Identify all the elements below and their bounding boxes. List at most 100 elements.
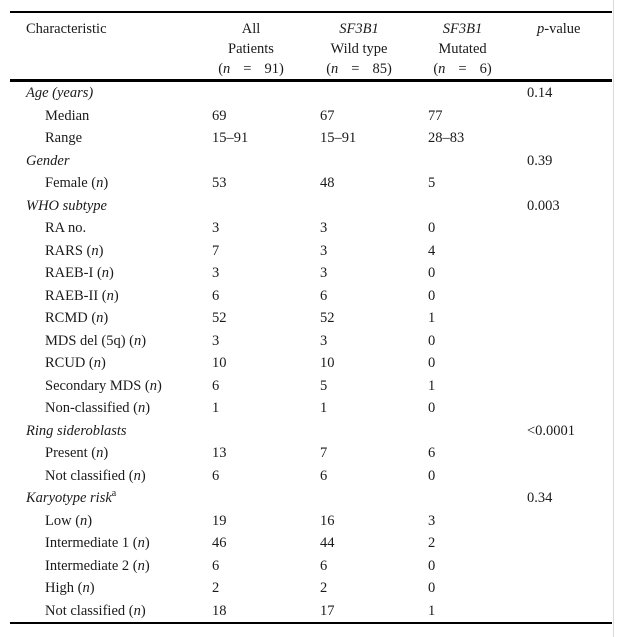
row-label: Intermediate 2 (n)	[45, 557, 150, 574]
value-wildtype: 1	[320, 400, 328, 417]
table-row: Intermediate 1 (n) 46 44 2	[10, 532, 612, 555]
value-wildtype: 3	[320, 220, 328, 237]
row-label: RCUD (n)	[45, 355, 106, 372]
value-mutated: 1	[428, 602, 436, 619]
p-value	[527, 532, 612, 555]
p-value: 0.34	[527, 490, 553, 507]
value-all: 6	[212, 377, 220, 394]
characteristic-header-label: Characteristic	[26, 21, 107, 37]
value-all: 46	[212, 535, 227, 552]
value-mutated: 0	[428, 355, 436, 372]
p-value	[527, 330, 612, 353]
value-mutated: 0	[428, 220, 436, 237]
all-patients-line2: Patients	[228, 41, 274, 57]
p-value	[527, 465, 612, 488]
row-label: Non-classified (n)	[45, 400, 151, 417]
column-header-sf3b1-mutated: SF3B1 Mutated (n = 6)	[428, 12, 527, 82]
column-header-all-patients: All Patients (n = 91)	[212, 12, 320, 82]
p-value: <0.0001	[527, 422, 576, 439]
row-label: Present (n)	[45, 445, 109, 462]
value-all: 10	[212, 355, 227, 372]
p-value: 0.14	[527, 85, 553, 102]
mutated-n-count: (n = 6)	[433, 61, 492, 77]
row-label: RAEB-I (n)	[45, 265, 114, 282]
value-all: 3	[212, 332, 220, 349]
table-row: Female (n) 53 48 5	[10, 172, 612, 195]
value-all	[212, 81, 320, 105]
value-wildtype: 6	[320, 557, 328, 574]
row-label: High (n)	[45, 580, 95, 597]
category-row-age: Age (years) 0.14	[10, 81, 612, 105]
p-value	[527, 397, 612, 420]
value-mutated: 1	[428, 310, 436, 327]
value-wildtype	[320, 150, 428, 173]
value-wildtype	[320, 195, 428, 218]
value-all	[212, 420, 320, 443]
table-row: RAEB-I (n) 3 3 0	[10, 262, 612, 285]
value-wildtype: 6	[320, 287, 328, 304]
p-value	[527, 285, 612, 308]
value-mutated: 0	[428, 265, 436, 282]
value-all: 6	[212, 287, 220, 304]
table-header: Characteristic All Patients (n = 91) SF3B1…	[10, 12, 612, 82]
category-row-gender: Gender 0.39	[10, 150, 612, 173]
row-label: Range	[45, 130, 83, 147]
value-wildtype: 3	[320, 332, 328, 349]
table-row: Median 69 67 77	[10, 105, 612, 128]
value-mutated: 28–83	[428, 130, 465, 147]
wildtype-line1: SF3B1	[339, 21, 379, 37]
value-wildtype: 52	[320, 310, 335, 327]
all-patients-line1: All	[241, 21, 261, 37]
category-row-ring-sideroblasts: Ring sideroblasts <0.0001	[10, 420, 612, 443]
value-all: 7	[212, 242, 220, 259]
value-wildtype	[320, 487, 428, 510]
value-wildtype: 10	[320, 355, 335, 372]
p-value	[527, 510, 612, 533]
value-wildtype	[320, 81, 428, 105]
value-wildtype: 7	[320, 445, 328, 462]
p-value	[527, 375, 612, 398]
value-all: 3	[212, 265, 220, 282]
p-value	[527, 555, 612, 578]
value-mutated: 0	[428, 467, 436, 484]
row-label: Age (years)	[26, 85, 94, 102]
row-label: RA no.	[45, 220, 87, 237]
row-label: Gender	[26, 152, 70, 169]
value-all: 2	[212, 580, 220, 597]
value-all: 6	[212, 557, 220, 574]
patient-characteristics-table: Characteristic All Patients (n = 91) SF3B1…	[10, 11, 612, 624]
value-wildtype: 16	[320, 512, 335, 529]
value-mutated: 0	[428, 400, 436, 417]
table-row: RAEB-II (n) 6 6 0	[10, 285, 612, 308]
table-row: RARS (n) 7 3 4	[10, 240, 612, 263]
row-label: RARS (n)	[45, 242, 104, 259]
table-row: MDS del (5q) (n) 3 3 0	[10, 330, 612, 353]
value-wildtype: 15–91	[320, 130, 357, 147]
table-row: Not classified (n) 18 17 1	[10, 600, 612, 624]
value-mutated: 2	[428, 535, 436, 552]
value-mutated: 3	[428, 512, 436, 529]
all-patients-n-count: (n = 91)	[218, 61, 284, 77]
mutated-line2: Mutated	[438, 41, 487, 57]
p-value	[527, 262, 612, 285]
column-header-sf3b1-wildtype: SF3B1 Wild type (n = 85)	[320, 12, 428, 82]
p-value	[527, 127, 612, 150]
row-label: Secondary MDS (n)	[45, 377, 162, 394]
column-header-characteristic: Characteristic	[10, 12, 212, 82]
value-all: 53	[212, 175, 227, 192]
value-all: 15–91	[212, 130, 249, 147]
row-label: Intermediate 1 (n)	[45, 535, 150, 552]
value-mutated	[428, 150, 527, 173]
wildtype-n-count: (n = 85)	[326, 61, 392, 77]
table-row: High (n) 2 2 0	[10, 577, 612, 600]
value-mutated: 1	[428, 377, 436, 394]
value-wildtype: 5	[320, 377, 328, 394]
value-wildtype: 67	[320, 107, 335, 124]
value-mutated	[428, 487, 527, 510]
table-row: RA no. 3 3 0	[10, 217, 612, 240]
row-label: WHO subtype	[26, 197, 107, 214]
value-wildtype: 17	[320, 602, 335, 619]
value-wildtype: 3	[320, 265, 328, 282]
table-body: Age (years) 0.14 Median 69 67 77 Range 1…	[10, 81, 612, 624]
value-wildtype: 2	[320, 580, 328, 597]
